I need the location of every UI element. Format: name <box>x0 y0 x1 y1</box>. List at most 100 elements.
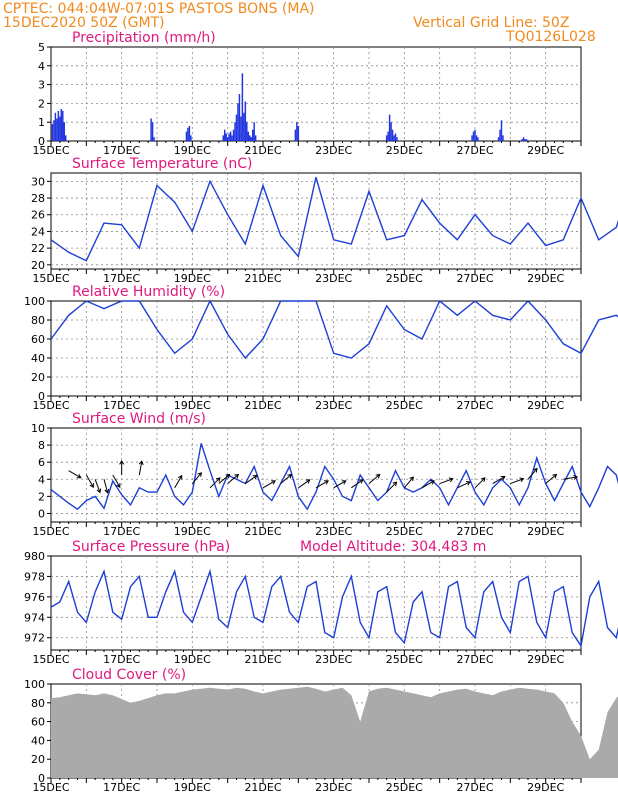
precip-bar <box>150 118 152 141</box>
wind-arrow-head <box>138 460 144 466</box>
wind-ytick-label: 8 <box>38 439 45 452</box>
header-grid-note: Vertical Grid Line: 50Z <box>413 15 570 31</box>
press-xtick-label: 25DEC <box>386 653 423 666</box>
precip-ytick-label: 2 <box>38 97 45 110</box>
precip-ytick-label: 4 <box>38 60 45 73</box>
cloud-xtick-label: 19DEC <box>174 781 211 794</box>
press-xtick-label: 17DEC <box>103 653 140 666</box>
precip-bar <box>232 129 235 141</box>
temp-xtick-label: 23DEC <box>315 272 352 285</box>
rh-xtick-label: 17DEC <box>103 399 140 412</box>
wind-arrow-head <box>358 479 364 484</box>
wind-arrow <box>545 474 557 484</box>
precip-bar <box>502 135 504 141</box>
wind-arrow-head <box>409 476 414 482</box>
press-ytick-label: 980 <box>24 550 45 563</box>
wind-title: Surface Wind (m/s) <box>72 411 206 427</box>
wind-arrow <box>368 474 381 484</box>
precip-bar <box>477 137 479 141</box>
press-xtick-label: 21DEC <box>244 653 281 666</box>
rh-title: Relative Humidity (%) <box>72 284 225 300</box>
header-code: TQ0126L028 <box>506 29 596 45</box>
wind-arrow-head <box>392 481 398 487</box>
wind-arrow <box>315 480 329 489</box>
precip-bar <box>243 112 245 141</box>
press-frame <box>50 555 582 651</box>
precip-bar <box>187 127 189 141</box>
precip-bar <box>385 135 388 141</box>
wind-xtick-label: 23DEC <box>315 525 352 538</box>
wind-arrow-head <box>104 488 110 494</box>
press-ytick-label: 974 <box>24 611 45 624</box>
precip-bar <box>249 135 251 141</box>
precip-bar <box>390 122 392 141</box>
temp-xtick-label: 21DEC <box>244 272 281 285</box>
wind-arrow <box>474 477 486 489</box>
wind-arrow-head <box>177 474 183 480</box>
wind-xtick-label: 21DEC <box>244 525 281 538</box>
precip-bar <box>57 110 60 141</box>
precip-bar <box>474 129 476 141</box>
precip-bar <box>237 103 239 141</box>
precip-bar <box>247 131 250 141</box>
precip-ytick-label: 3 <box>38 79 45 92</box>
wind-arrow-head <box>430 480 435 485</box>
precip-bar <box>235 114 238 141</box>
precip-xtick-label: 19DEC <box>174 144 211 157</box>
precip-bar <box>51 124 54 141</box>
wind-arrow <box>94 479 101 493</box>
precip-bar <box>54 112 57 141</box>
wind-arrow-head <box>215 477 221 482</box>
wind-arrow-head <box>287 473 293 479</box>
temp-title: Surface Temperature (nC) <box>72 156 253 172</box>
precip-bar <box>229 131 232 141</box>
precip-xtick-label: 23DEC <box>315 144 352 157</box>
wind-arrow <box>85 474 94 488</box>
cloud-xtick-label: 15DEC <box>32 781 69 794</box>
precip-xtick-label: 29DEC <box>527 144 564 157</box>
precip-ytick-label: 1 <box>38 116 45 129</box>
precip-bar <box>190 135 192 141</box>
wind-ytick-label: 2 <box>38 490 45 503</box>
wind-arrow <box>245 475 258 484</box>
temp-ytick-label: 26 <box>31 209 45 222</box>
rh-ytick-label: 40 <box>31 352 45 365</box>
press-ytick-label: 978 <box>24 570 45 583</box>
wind-arrow-head <box>252 474 258 480</box>
wind-arrow-head <box>89 483 94 488</box>
precip-bar <box>471 135 473 141</box>
press-line <box>50 568 618 648</box>
wind-arrow <box>457 481 471 489</box>
wind-arrow-head <box>533 467 538 473</box>
cloud-xtick-label: 29DEC <box>527 781 564 794</box>
wind-arrow <box>280 474 292 484</box>
wind-arrow-head <box>341 480 347 485</box>
precip-bar <box>225 133 227 141</box>
wind-xtick-label: 25DEC <box>386 525 423 538</box>
precip-bar <box>188 125 191 141</box>
precip-bar <box>499 129 501 141</box>
precip-bar <box>521 139 523 141</box>
precip-bar <box>393 135 395 141</box>
wind-ytick-label: 4 <box>38 473 45 486</box>
precip-ytick-label: 0 <box>38 135 45 148</box>
wind-arrow-head <box>500 475 506 481</box>
precip-bar <box>387 131 389 141</box>
cloud-area <box>51 686 618 778</box>
precip-bar <box>522 137 525 141</box>
cloud-ytick-label: 0 <box>38 772 45 785</box>
wind-arrow-head <box>465 480 471 486</box>
cloud-xtick-label: 23DEC <box>315 781 352 794</box>
wind-arrow-head <box>324 480 329 485</box>
temp-frame <box>50 172 582 270</box>
wind-arrow-head <box>375 473 381 479</box>
wind-arrow <box>351 479 364 489</box>
rh-xtick-label: 23DEC <box>315 399 352 412</box>
precip-bar <box>60 109 63 141</box>
precip-bar <box>228 133 230 141</box>
rh-xtick-label: 27DEC <box>456 399 493 412</box>
press-xtick-label: 29DEC <box>527 653 564 666</box>
rh-xtick-label: 25DEC <box>386 399 423 412</box>
precip-bar <box>185 131 188 141</box>
wind-arrow-head <box>197 472 202 477</box>
